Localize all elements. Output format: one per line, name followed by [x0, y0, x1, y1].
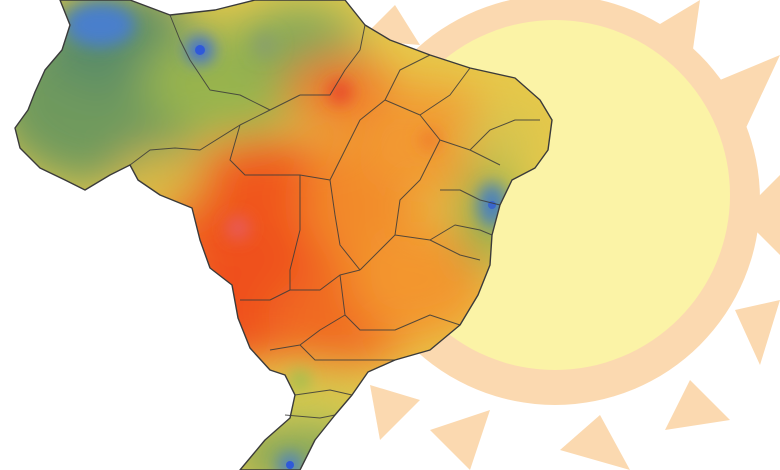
state-borders	[129, 14, 540, 419]
cold-spot-marker	[286, 461, 294, 469]
cold-spot-marker	[195, 45, 205, 55]
